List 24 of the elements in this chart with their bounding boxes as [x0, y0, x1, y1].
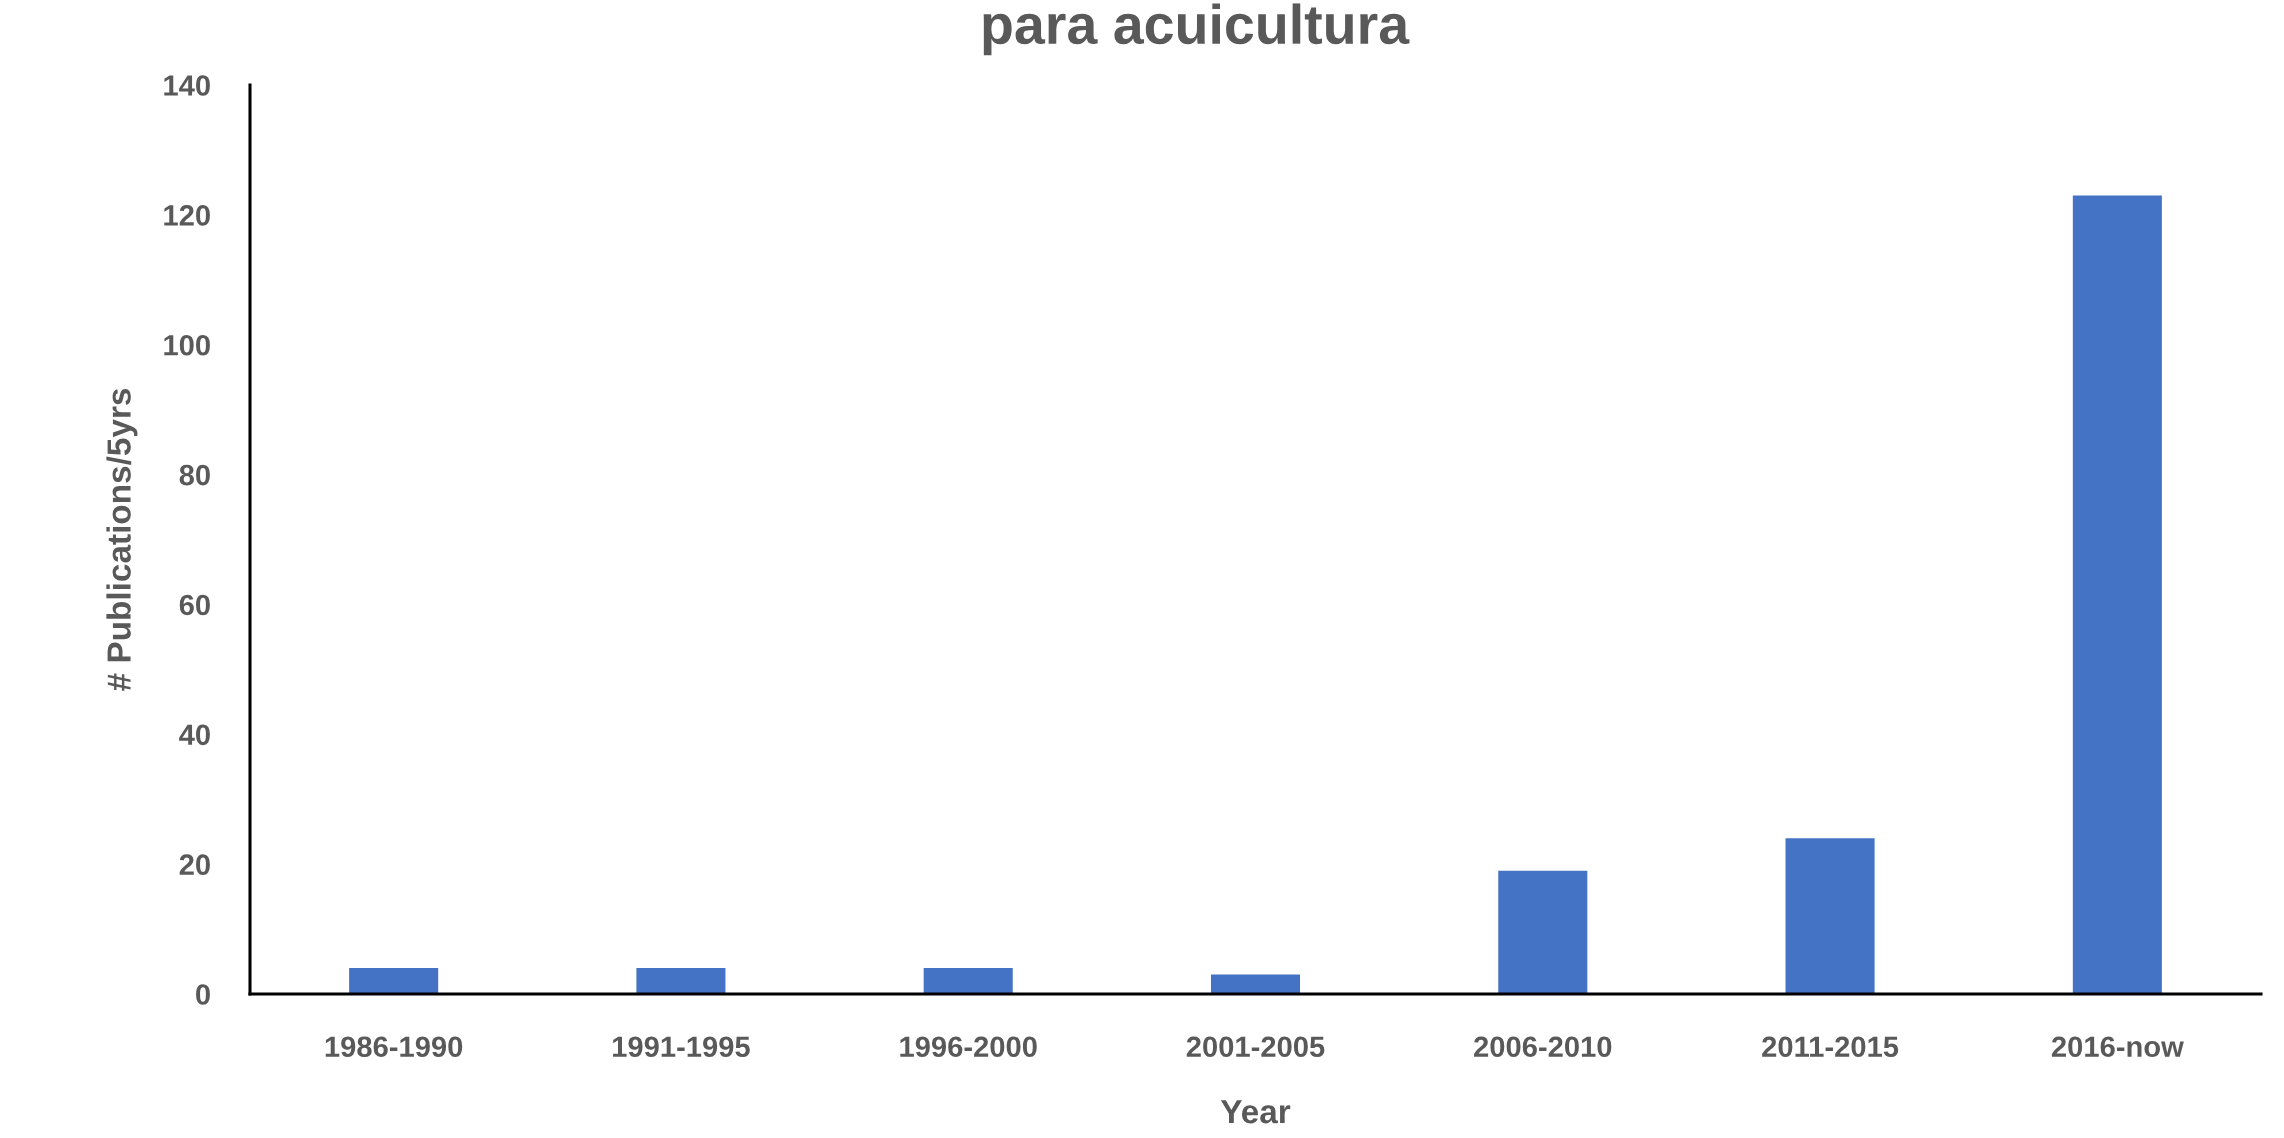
x-axis-title: Year — [1220, 1100, 1291, 1124]
x-tick-label: 2011-2015 — [1762, 1036, 1899, 1058]
y-tick-label: 80 — [179, 464, 210, 486]
chart-title: para acuicultura — [983, 3, 1410, 56]
y-tick-label: 20 — [179, 854, 210, 875]
bar — [636, 968, 726, 994]
bar — [2072, 195, 2162, 994]
bar — [1498, 870, 1588, 994]
x-tick-label: 1991-1995 — [613, 1036, 750, 1058]
bar — [349, 968, 439, 994]
y-tick-label: 60 — [179, 594, 210, 616]
x-tick-label: 2001-2005 — [1186, 1036, 1325, 1058]
y-tick-label: 120 — [164, 205, 210, 226]
x-tick-label: 1996-2000 — [900, 1036, 1037, 1058]
y-tick-label: 40 — [179, 724, 210, 746]
x-tick-label: 2016-now — [2051, 1036, 2184, 1058]
y-axis-title: # Publications/5yrs — [106, 388, 138, 691]
y-tick-label: 0 — [196, 984, 210, 1005]
y-tick-label: 100 — [164, 334, 210, 356]
x-tick-label: 1986-1990 — [325, 1036, 463, 1058]
y-tick-label: 140 — [164, 75, 210, 96]
bar — [1785, 838, 1875, 994]
x-tick-label: 2006-2010 — [1474, 1036, 1612, 1058]
bar — [923, 968, 1013, 994]
